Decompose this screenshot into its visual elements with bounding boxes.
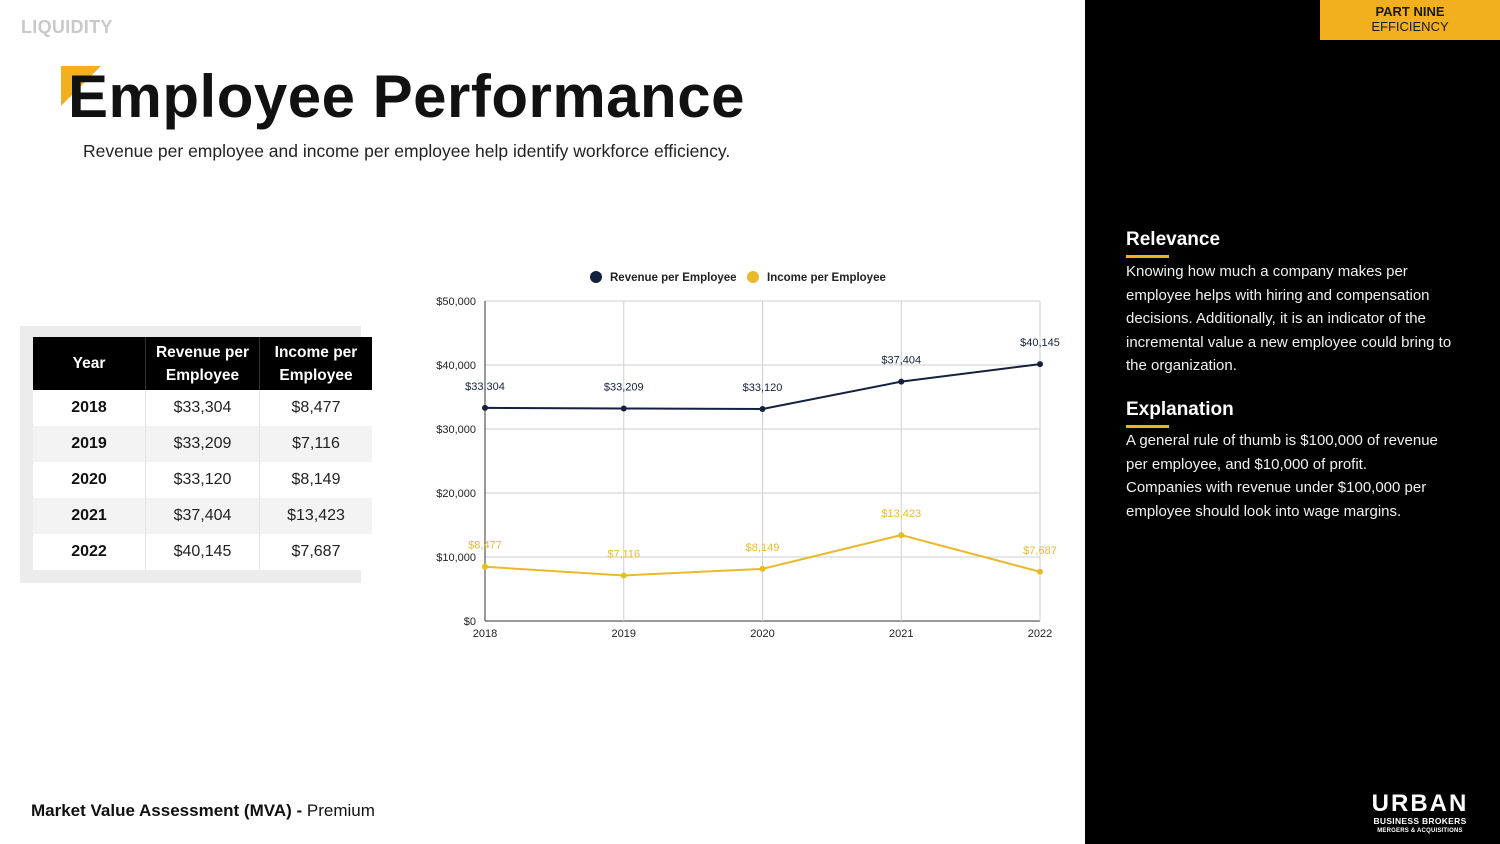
header-income: Income per Employee [259, 337, 372, 390]
data-point [759, 406, 766, 413]
x-tick-label: 2019 [612, 628, 636, 640]
table-row: 2018 $33,304 $8,477 [33, 390, 372, 426]
data-label: $7,687 [1023, 545, 1057, 557]
logo-sub1: BUSINESS BROKERS [1373, 816, 1467, 826]
cell-revenue: $33,304 [145, 390, 260, 426]
header-year: Year [33, 337, 146, 390]
x-tick-label: 2020 [750, 628, 774, 640]
y-tick-label: $40,000 [436, 360, 476, 372]
data-point [1037, 568, 1043, 575]
y-tick-label: $50,000 [436, 296, 476, 308]
data-label: $33,120 [743, 382, 783, 394]
footer: Market Value Assessment (MVA) - Premium [31, 801, 375, 821]
legend-marker [747, 271, 759, 283]
table-row: 2019 $33,209 $7,116 [33, 426, 372, 462]
cell-revenue: $37,404 [145, 498, 260, 534]
section-label: LIQUIDITY [21, 17, 113, 37]
data-point [620, 405, 627, 412]
legend-marker [590, 271, 602, 283]
legend-label: Revenue per Employee [610, 272, 737, 284]
legend-label: Income per Employee [767, 272, 886, 284]
footer-bold: Market Value Assessment (MVA) - [31, 801, 303, 820]
data-label: $33,209 [604, 381, 644, 393]
table-header-row: Year Revenue per Employee Income per Emp… [33, 337, 372, 390]
cell-income: $8,477 [259, 390, 372, 426]
cell-income: $7,687 [259, 534, 372, 570]
cell-revenue: $33,120 [145, 462, 260, 498]
data-label: $13,423 [881, 508, 921, 520]
relevance-underline [1126, 255, 1169, 258]
explanation-text: A general rule of thumb is $100,000 of r… [1126, 432, 1438, 520]
y-tick-label: $0 [464, 616, 476, 628]
cell-year: 2020 [33, 462, 146, 498]
data-point [482, 404, 488, 411]
logo-main: URBAN [1371, 790, 1469, 817]
relevance-heading: Relevance [1126, 229, 1221, 250]
cell-revenue: $33,209 [145, 426, 260, 462]
cell-year: 2019 [33, 426, 146, 462]
employee-performance-table: Year Revenue per Employee Income per Emp… [33, 337, 372, 570]
page-subtitle: Revenue per employee and income per empl… [83, 141, 731, 161]
cell-income: $13,423 [259, 498, 372, 534]
part-tag: PART NINE EFFICIENCY [1320, 0, 1500, 40]
explanation-underline [1126, 425, 1169, 428]
data-point [759, 565, 766, 572]
data-label: $7,116 [607, 548, 640, 560]
y-tick-label: $20,000 [436, 488, 476, 500]
cell-income: $7,116 [259, 426, 372, 462]
company-logo: URBAN BUSINESS BROKERS MERGERS & ACQUISI… [1365, 792, 1475, 835]
cell-revenue: $40,145 [145, 534, 260, 570]
table-row: 2022 $40,145 $7,687 [33, 534, 372, 570]
data-point [898, 378, 905, 385]
part-name: EFFICIENCY [1371, 19, 1449, 34]
header-revenue: Revenue per Employee [145, 337, 260, 390]
cell-income: $8,149 [259, 462, 372, 498]
side-panel [1085, 0, 1500, 844]
data-label: $8,477 [468, 540, 502, 552]
footer-regular: Premium [306, 801, 375, 820]
x-tick-label: 2018 [473, 628, 497, 640]
y-tick-label: $30,000 [436, 424, 476, 436]
cell-year: 2022 [33, 534, 146, 570]
employee-performance-chart: $0 $10,000 $20,000 $30,000 $40,000 $50,000 201… [436, 271, 1060, 640]
relevance-text: Knowing how much a company makes per emp… [1126, 263, 1452, 374]
data-point [1037, 361, 1043, 368]
data-label: $37,404 [881, 355, 921, 367]
x-tick-label: 2021 [889, 628, 913, 640]
data-label: $40,145 [1020, 337, 1060, 349]
cell-year: 2021 [33, 498, 146, 534]
explanation-heading: Explanation [1126, 399, 1234, 420]
data-point [482, 563, 488, 570]
cell-year: 2018 [33, 390, 146, 426]
table-row: 2020 $33,120 $8,149 [33, 462, 372, 498]
part-number: PART NINE [1375, 4, 1445, 19]
y-tick-label: $10,000 [436, 552, 476, 564]
logo-sub2: MERGERS & ACQUISITIONS [1377, 828, 1463, 834]
data-label: $33,304 [465, 381, 505, 393]
data-label: $8,149 [746, 542, 780, 554]
table-row: 2021 $37,404 $13,423 [33, 498, 372, 534]
x-tick-label: 2022 [1028, 628, 1052, 640]
data-point [898, 532, 905, 539]
data-point [620, 572, 627, 579]
page-title: Employee Performance [68, 63, 745, 130]
